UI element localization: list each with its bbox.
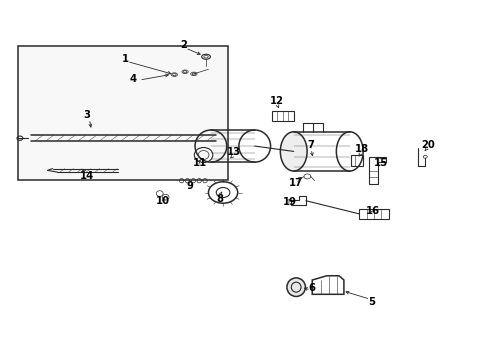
Polygon shape [19, 46, 228, 180]
Text: 3: 3 [83, 110, 90, 120]
Text: 18: 18 [355, 144, 369, 154]
Text: 12: 12 [270, 96, 284, 106]
Text: 20: 20 [421, 140, 435, 150]
Text: 9: 9 [187, 181, 194, 192]
Text: 7: 7 [307, 140, 314, 150]
Text: 8: 8 [216, 194, 223, 203]
Text: 1: 1 [122, 54, 129, 64]
Text: 2: 2 [181, 40, 188, 50]
Text: 11: 11 [193, 158, 207, 168]
Text: 6: 6 [309, 283, 316, 293]
Text: 14: 14 [79, 171, 94, 181]
Text: 17: 17 [289, 178, 303, 188]
Text: 16: 16 [366, 206, 380, 216]
Text: 10: 10 [156, 196, 170, 206]
Text: 4: 4 [129, 74, 137, 84]
Text: 15: 15 [373, 158, 388, 168]
Text: 13: 13 [227, 147, 241, 157]
Ellipse shape [280, 132, 307, 171]
Ellipse shape [287, 278, 305, 296]
Text: 5: 5 [368, 297, 375, 307]
Text: 19: 19 [283, 197, 297, 207]
